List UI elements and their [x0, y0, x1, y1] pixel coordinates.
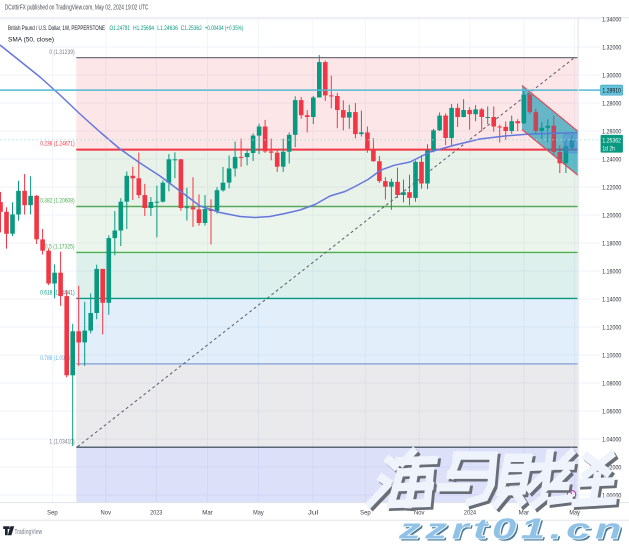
svg-text:1.22000: 1.22000	[602, 184, 621, 191]
svg-text:1.08000: 1.08000	[602, 380, 621, 387]
svg-text:DCottirFX published on Trading: DCottirFX published on TradingView.com, …	[5, 3, 149, 12]
svg-text:0 (1.31239): 0 (1.31239)	[49, 49, 74, 56]
svg-text:British Pound / U.S. Dollar, 1: British Pound / U.S. Dollar, 1W, PEPPERS…	[8, 25, 105, 32]
svg-text:1.30000: 1.30000	[602, 72, 621, 79]
svg-text:1d 2h: 1d 2h	[602, 145, 615, 152]
svg-text:Nov: Nov	[414, 510, 425, 517]
svg-text:1.14000: 1.14000	[602, 296, 621, 303]
svg-text:SMA (50, close): SMA (50, close)	[8, 36, 54, 43]
svg-text:0.382 (1.20608): 0.382 (1.20608)	[40, 198, 74, 205]
svg-text:TradingView: TradingView	[15, 529, 43, 536]
svg-text:O1.24791: O1.24791	[110, 25, 131, 32]
svg-text:1.00000: 1.00000	[602, 492, 621, 499]
svg-text:May: May	[569, 510, 580, 517]
svg-text:C1.25362: C1.25362	[181, 25, 202, 32]
svg-text:0.786 (1.09365): 0.786 (1.09365)	[40, 355, 74, 362]
svg-text:0.618 (1.14041): 0.618 (1.14041)	[40, 290, 74, 297]
svg-text:1.28000: 1.28000	[602, 100, 621, 107]
svg-text:1.16000: 1.16000	[602, 268, 621, 275]
svg-text:1.18000: 1.18000	[602, 240, 621, 247]
svg-text:2023: 2023	[150, 510, 162, 517]
svg-text:1.04000: 1.04000	[602, 436, 621, 443]
svg-text:1.02000: 1.02000	[602, 464, 621, 471]
svg-text:2024: 2024	[464, 510, 476, 517]
svg-text:1.34000: 1.34000	[602, 16, 621, 23]
svg-text:Mar: Mar	[202, 510, 213, 517]
svg-text:1.06000: 1.06000	[602, 408, 621, 415]
svg-text:Mar: Mar	[519, 510, 530, 517]
svg-text:1.28910: 1.28910	[602, 88, 621, 95]
svg-text:zzrt01.cn: zzrt01.cn	[397, 514, 626, 544]
svg-text:1.20000: 1.20000	[602, 212, 621, 219]
svg-text:0.5 (1.17325): 0.5 (1.17325)	[45, 244, 75, 251]
svg-text:Nov: Nov	[101, 510, 112, 517]
svg-text:H1.25694: H1.25694	[133, 25, 154, 32]
svg-text:0.236 (1.24671): 0.236 (1.24671)	[40, 141, 74, 148]
svg-text:L1.24636: L1.24636	[157, 25, 178, 32]
svg-text:1 (1.03410): 1 (1.03410)	[49, 438, 74, 445]
svg-text:zzrt01.cn: zzrt01.cn	[400, 516, 629, 544]
svg-text:May: May	[253, 510, 264, 517]
svg-text:1.12000: 1.12000	[602, 324, 621, 331]
svg-text:+0.00434 (+0.35%): +0.00434 (+0.35%)	[205, 25, 244, 32]
svg-text:Sep: Sep	[47, 510, 58, 517]
svg-text:1.26000: 1.26000	[602, 128, 621, 135]
svg-text:1.25362: 1.25362	[602, 137, 621, 144]
svg-text:1.10000: 1.10000	[602, 352, 621, 359]
svg-text:1.32000: 1.32000	[602, 44, 621, 51]
svg-text:Sep: Sep	[360, 510, 371, 517]
svg-text:1.24000: 1.24000	[602, 156, 621, 163]
svg-text:Jul: Jul	[308, 510, 319, 517]
